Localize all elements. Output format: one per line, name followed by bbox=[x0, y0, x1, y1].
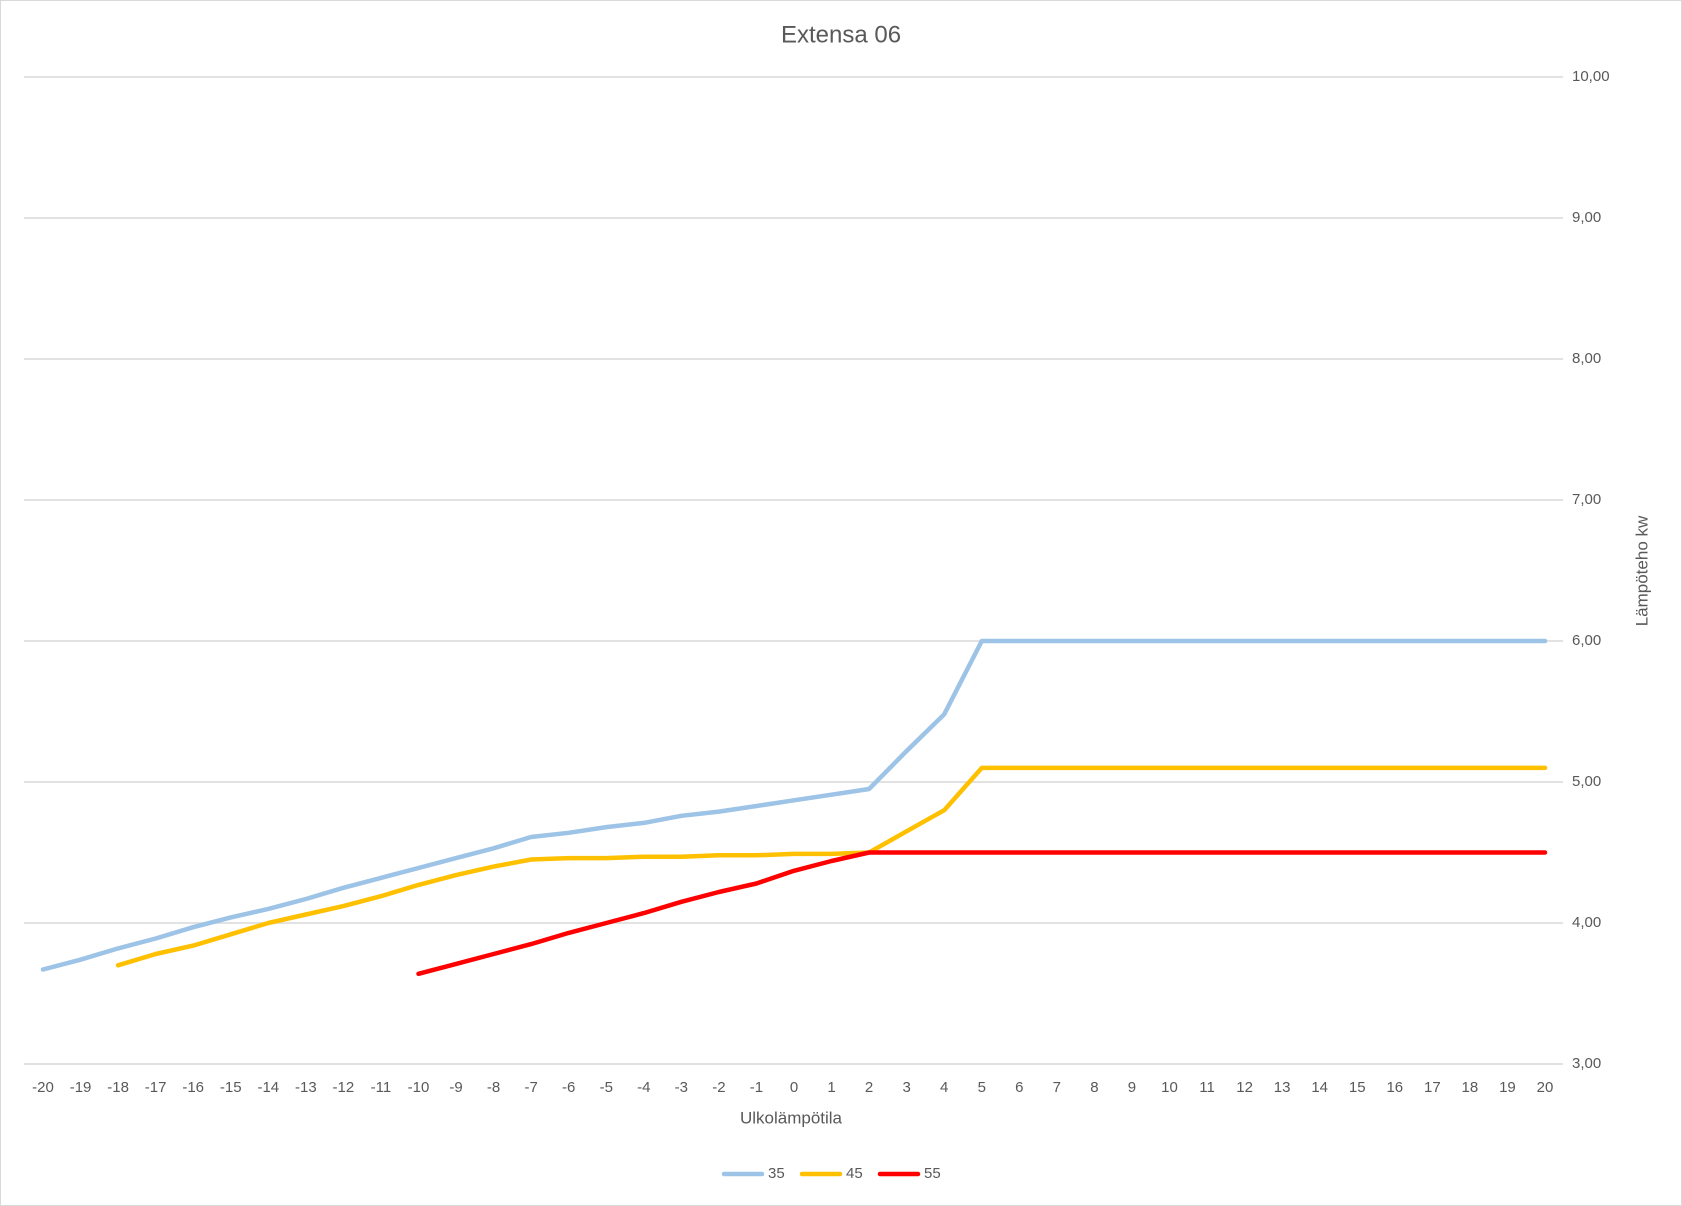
series-line bbox=[40, 638, 1548, 972]
x-tick-label: 7 bbox=[1053, 1079, 1061, 1096]
x-tick-label: -11 bbox=[371, 1079, 392, 1096]
x-tick-label: 16 bbox=[1386, 1079, 1403, 1096]
x-tick-label: 3 bbox=[902, 1079, 910, 1096]
x-tick-label: 6 bbox=[1015, 1079, 1023, 1096]
y-tick-label: 4,00 bbox=[1572, 914, 1601, 931]
y-tick-label: 9,00 bbox=[1572, 209, 1601, 226]
x-tick-label: -17 bbox=[145, 1079, 167, 1096]
x-tick-label: 4 bbox=[940, 1079, 948, 1096]
x-tick-label: 12 bbox=[1236, 1079, 1253, 1096]
x-tick-label: 9 bbox=[1128, 1079, 1136, 1096]
x-tick-label: 15 bbox=[1349, 1079, 1366, 1096]
x-tick-label: -6 bbox=[562, 1079, 575, 1096]
legend-label: 35 bbox=[768, 1165, 785, 1182]
series-line bbox=[115, 765, 1548, 968]
x-tick-label: 1 bbox=[827, 1079, 835, 1096]
y-tick-label: 10,00 bbox=[1572, 68, 1610, 85]
legend-label: 55 bbox=[924, 1165, 941, 1182]
x-tick-label: 8 bbox=[1090, 1079, 1098, 1096]
x-tick-label: 11 bbox=[1199, 1079, 1215, 1096]
x-tick-label: -12 bbox=[333, 1079, 355, 1096]
x-tick-label: -15 bbox=[220, 1079, 242, 1096]
x-tick-label: -13 bbox=[295, 1079, 317, 1096]
y-tick-label: 5,00 bbox=[1572, 773, 1601, 790]
legend-label: 45 bbox=[846, 1165, 863, 1182]
x-tick-label: 17 bbox=[1424, 1079, 1441, 1096]
x-tick-label: 2 bbox=[865, 1079, 873, 1096]
x-tick-label: -16 bbox=[182, 1079, 204, 1096]
x-axis-title: Ulkolämpötila bbox=[740, 1108, 843, 1127]
x-tick-label: 5 bbox=[978, 1079, 986, 1096]
y-tick-label: 3,00 bbox=[1572, 1055, 1601, 1072]
x-tick-label: 10 bbox=[1161, 1079, 1178, 1096]
y-axis-title: Lämpöteho kw bbox=[1632, 515, 1651, 626]
x-tick-label: 14 bbox=[1311, 1079, 1328, 1096]
x-tick-label: -9 bbox=[449, 1079, 462, 1096]
x-tick-label: -4 bbox=[637, 1079, 650, 1096]
x-tick-label: 18 bbox=[1462, 1079, 1479, 1096]
chart-title: Extensa 06 bbox=[781, 21, 901, 48]
x-tick-label: 20 bbox=[1537, 1079, 1554, 1096]
x-tick-label: -1 bbox=[750, 1079, 763, 1096]
y-tick-label: 7,00 bbox=[1572, 491, 1601, 508]
x-tick-label: -14 bbox=[257, 1079, 279, 1096]
x-tick-label: 13 bbox=[1274, 1079, 1291, 1096]
x-tick-label: 19 bbox=[1499, 1079, 1516, 1096]
x-tick-label: -3 bbox=[675, 1079, 688, 1096]
x-tick-label: 0 bbox=[790, 1079, 798, 1096]
x-tick-label: -2 bbox=[712, 1079, 725, 1096]
x-tick-label: -19 bbox=[70, 1079, 92, 1096]
y-tick-label: 8,00 bbox=[1572, 350, 1601, 367]
x-tick-label: -20 bbox=[32, 1079, 54, 1096]
y-tick-label: 6,00 bbox=[1572, 632, 1601, 649]
x-tick-label: -8 bbox=[487, 1079, 500, 1096]
x-tick-label: -7 bbox=[524, 1079, 537, 1096]
x-tick-label: -18 bbox=[107, 1079, 129, 1096]
x-tick-label: -5 bbox=[600, 1079, 613, 1096]
x-tick-label: -10 bbox=[408, 1079, 430, 1096]
series-line bbox=[416, 850, 1548, 977]
